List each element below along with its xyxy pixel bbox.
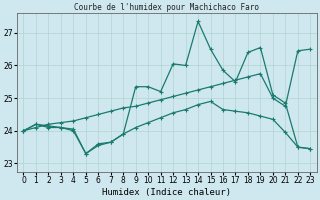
- Title: Courbe de l'humidex pour Machichaco Faro: Courbe de l'humidex pour Machichaco Faro: [74, 3, 260, 12]
- X-axis label: Humidex (Indice chaleur): Humidex (Indice chaleur): [102, 188, 231, 197]
